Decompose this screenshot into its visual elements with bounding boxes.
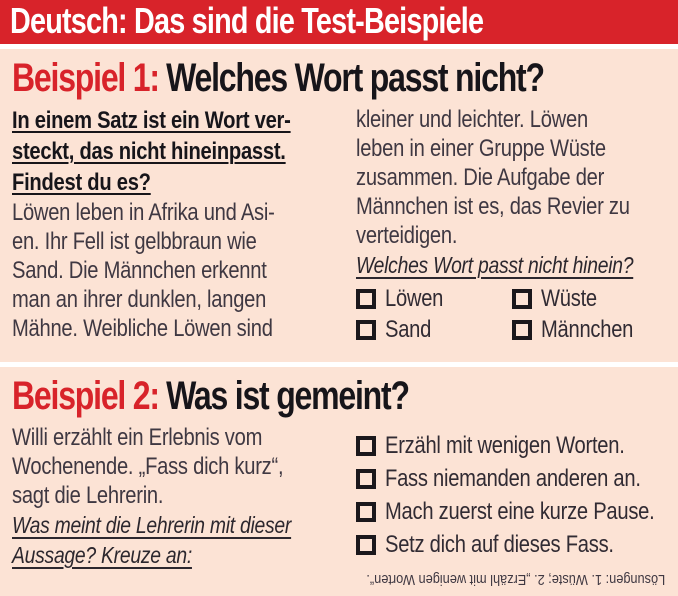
option-maennchen: Männchen: [512, 314, 666, 345]
example2-label: Beispiel 2:: [12, 374, 160, 418]
page-title: Deutsch: Das sind die Test-Beispiele: [10, 0, 484, 41]
example1-label: Beispiel 1:: [12, 56, 160, 100]
example1-columns: In einem Satz ist ein Wort ver- steckt, …: [12, 105, 666, 345]
example1-intro: In einem Satz ist ein Wort ver- steckt, …: [12, 107, 291, 196]
solutions-upside-down-text: Lösungen: 1. Wüste; 2. „Erzähl mit wenig…: [366, 571, 666, 588]
example1-body-left: Löwen leben in Afrika und Asi- en. Ihr F…: [12, 199, 275, 342]
example2-columns: Willi erzählt ein Erlebnis vom Wochenend…: [12, 423, 666, 570]
example1-left-column: In einem Satz ist ein Wort ver- steckt, …: [12, 105, 342, 345]
checkbox-wueste[interactable]: [512, 288, 532, 309]
example1-body-right: kleiner und leichter. Löwen leben in ein…: [356, 106, 630, 249]
option-pause: Mach zuerst eine kurze Pause.: [356, 495, 666, 528]
example2-question: Was meint die Lehrerin mit dieser Aussag…: [12, 512, 292, 568]
option-setz-dich: Setz dich auf dieses Fass.: [356, 528, 666, 561]
example1-question: Welches Wort passt nicht hinein?: [356, 252, 634, 278]
checkbox-sand[interactable]: [356, 319, 376, 340]
example2-options: Erzähl mit wenigen Worten. Fass niemande…: [356, 429, 666, 561]
example2-heading: Beispiel 2: Was ist gemeint?: [12, 373, 666, 419]
option-label-wueste: Wüste: [541, 284, 597, 312]
example1-section: Beispiel 1: Welches Wort passt nicht? In …: [0, 49, 678, 362]
example1-heading: Beispiel 1: Welches Wort passt nicht?: [12, 55, 666, 101]
option-label-setz-dich: Setz dich auf dieses Fass.: [385, 530, 614, 558]
option-wueste: Wüste: [512, 283, 666, 314]
option-label-loewen: Löwen: [385, 284, 444, 312]
header-banner: Deutsch: Das sind die Test-Beispiele: [0, 0, 678, 44]
option-erzaehl: Erzähl mit wenigen Worten.: [356, 429, 666, 462]
option-label-maennchen: Männchen: [541, 315, 634, 343]
example1-title: Welches Wort passt nicht?: [166, 56, 545, 100]
example2-title: Was ist gemeint?: [166, 374, 410, 418]
option-label-pause: Mach zuerst eine kurze Pause.: [385, 497, 655, 525]
checkbox-fass-niemanden[interactable]: [356, 468, 376, 489]
example2-section: Beispiel 2: Was ist gemeint? Willi erzähl…: [0, 367, 678, 596]
option-fass-niemanden: Fass niemanden anderen an.: [356, 462, 666, 495]
example1-right-column: kleiner und leichter. Löwen leben in ein…: [356, 105, 666, 345]
checkbox-setz-dich[interactable]: [356, 534, 376, 555]
option-label-sand: Sand: [385, 315, 432, 343]
example2-right-column: Erzähl mit wenigen Worten. Fass niemande…: [356, 423, 666, 570]
example2-left-column: Willi erzählt ein Erlebnis vom Wochenend…: [12, 423, 342, 570]
option-sand: Sand: [356, 314, 512, 345]
checkbox-maennchen[interactable]: [512, 319, 532, 340]
checkbox-pause[interactable]: [356, 501, 376, 522]
option-label-erzaehl: Erzähl mit wenigen Worten.: [385, 431, 625, 459]
example2-body: Willi erzählt ein Erlebnis vom Wochenend…: [12, 424, 284, 509]
option-label-fass-niemanden: Fass niemanden anderen an.: [385, 464, 641, 492]
checkbox-erzaehl[interactable]: [356, 435, 376, 456]
option-loewen: Löwen: [356, 283, 512, 314]
checkbox-loewen[interactable]: [356, 288, 376, 309]
example1-options: Löwen Wüste Sand Männchen: [356, 283, 666, 345]
